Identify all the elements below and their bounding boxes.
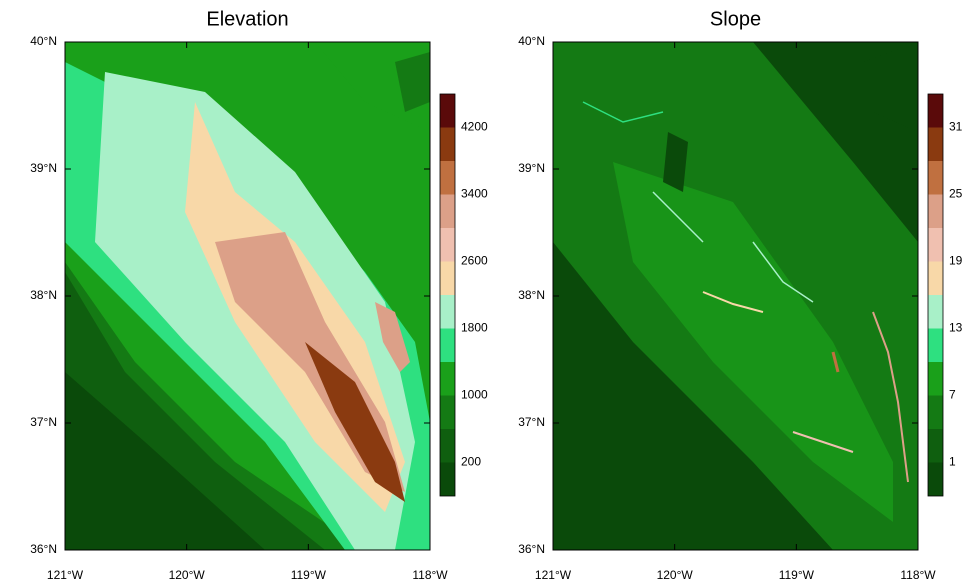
slope-panel: Slope 121°W 120°W 119°W 118°W 36°N 37°N 38°N 39°…: [518, 8, 962, 582]
colorbar-label: 1800: [461, 321, 488, 335]
colorbar-label: 1: [949, 455, 956, 469]
colorbar-swatch: [440, 396, 455, 430]
colorbar-swatch: [440, 295, 455, 329]
colorbar-swatch: [440, 94, 455, 128]
y-tick-label: 38°N: [518, 288, 545, 302]
colorbar-swatch: [440, 362, 455, 396]
slope-map: [553, 42, 918, 550]
x-tick-label: 119°W: [779, 568, 815, 582]
x-tick-label: 120°W: [657, 568, 694, 582]
y-tick-label: 38°N: [30, 288, 57, 302]
y-tick-label: 39°N: [30, 161, 57, 175]
y-tick-label: 37°N: [518, 415, 545, 429]
y-tick-label: 40°N: [30, 34, 57, 48]
colorbar-swatch: [440, 228, 455, 262]
colorbar-swatch: [928, 362, 943, 396]
colorbar-swatch: [928, 429, 943, 463]
colorbar-label: 25: [949, 187, 963, 201]
figure: Elevation 121°W 120°W 119°W 118°W 36°N 37°N 38°…: [0, 0, 964, 587]
x-tick-label: 119°W: [291, 568, 327, 582]
colorbar-swatch: [928, 94, 943, 128]
colorbar-swatch: [440, 463, 455, 497]
colorbar-label: 1000: [461, 388, 488, 402]
colorbar-swatch: [928, 396, 943, 430]
colorbar-swatch: [928, 329, 943, 363]
colorbar-swatch: [440, 128, 455, 162]
colorbar-label: 4200: [461, 120, 488, 134]
colorbar-label: 7: [949, 388, 956, 402]
x-tick-label: 121°W: [47, 568, 84, 582]
y-tick-label: 36°N: [30, 542, 57, 556]
panel-title: Elevation: [206, 8, 288, 30]
y-tick-label: 40°N: [518, 34, 545, 48]
colorbar-swatch: [928, 463, 943, 497]
colorbar-swatch: [440, 329, 455, 363]
colorbar-swatch: [928, 295, 943, 329]
colorbar-swatch: [440, 429, 455, 463]
colorbar-label: 19: [949, 254, 963, 268]
colorbar-label: 2600: [461, 254, 488, 268]
y-tick-label: 36°N: [518, 542, 545, 556]
colorbar-label: 31: [949, 120, 963, 134]
panel-title: Slope: [710, 8, 761, 30]
colorbar-swatch: [928, 161, 943, 195]
colorbar-label: 3400: [461, 187, 488, 201]
y-tick-label: 39°N: [518, 161, 545, 175]
x-tick-label: 118°W: [412, 568, 448, 582]
colorbar-swatch: [440, 161, 455, 195]
colorbar-swatch: [440, 262, 455, 296]
colorbar-swatch: [928, 128, 943, 162]
x-tick-label: 118°W: [900, 568, 936, 582]
y-tick-label: 37°N: [30, 415, 57, 429]
colorbar-swatch: [928, 228, 943, 262]
elevation-panel: Elevation 121°W 120°W 119°W 118°W 36°N 37°N 38°…: [30, 8, 488, 582]
elevation-map: [65, 42, 430, 550]
colorbar-swatch: [928, 195, 943, 229]
x-tick-label: 120°W: [169, 568, 206, 582]
x-tick-label: 121°W: [535, 568, 572, 582]
colorbar-swatch: [440, 195, 455, 229]
colorbar-swatch: [928, 262, 943, 296]
colorbar-label: 13: [949, 321, 963, 335]
colorbar-label: 200: [461, 455, 481, 469]
